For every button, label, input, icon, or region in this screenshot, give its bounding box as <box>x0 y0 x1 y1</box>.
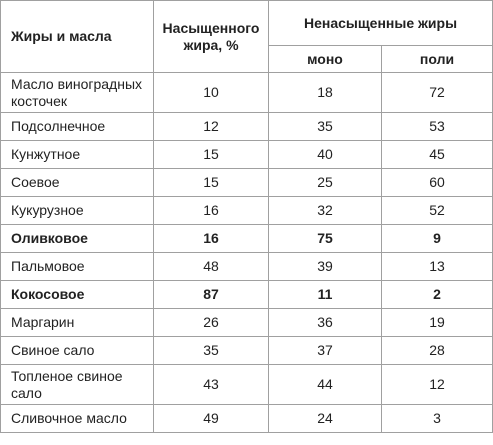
mono-cell: 24 <box>268 404 382 433</box>
poli-cell: 53 <box>380 112 493 141</box>
saturated-cell: 87 <box>153 280 269 309</box>
oil-name-cell: Кокосовое <box>0 280 154 309</box>
poli-cell: 12 <box>380 364 493 405</box>
table-row: Соевое 15 25 60 <box>0 168 493 197</box>
oil-name-cell: Масло виноградных косточек <box>0 72 154 113</box>
subheader-mono: моно <box>268 45 382 73</box>
poli-cell: 72 <box>380 72 493 113</box>
table-row: Маргарин 26 36 19 <box>0 308 493 337</box>
saturated-cell: 43 <box>153 364 269 405</box>
table-row: Сливочное масло 49 24 3 <box>0 404 493 433</box>
header-unsaturated: Ненасыщенные жиры <box>267 0 493 46</box>
poli-cell: 60 <box>380 168 493 197</box>
header-saturated: Насыщенного жира, % <box>153 0 269 73</box>
table-row: Топленое свиное сало 43 44 12 <box>0 364 493 405</box>
table-row: Масло виноградных косточек 10 18 72 <box>0 72 493 113</box>
mono-cell: 11 <box>268 280 382 309</box>
header-row: Жиры и масла Насыщенного жира, % Ненасыщ… <box>0 0 493 73</box>
oil-name-cell: Кунжутное <box>0 140 154 169</box>
oil-name-cell: Соевое <box>0 168 154 197</box>
table-row: Кокосовое 87 11 2 <box>0 280 493 309</box>
header-fats-oils: Жиры и масла <box>0 0 154 73</box>
oil-name-cell: Топленое свиное сало <box>0 364 154 405</box>
saturated-cell: 49 <box>153 404 269 433</box>
poli-cell: 19 <box>380 308 493 337</box>
mono-cell: 35 <box>268 112 382 141</box>
subheader-row: моно поли <box>1 45 493 73</box>
oil-name-cell: Кукурузное <box>0 196 154 225</box>
poli-cell: 45 <box>380 140 493 169</box>
oil-name-cell: Сливочное масло <box>0 404 154 433</box>
table-row: Кукурузное 16 32 52 <box>0 196 493 225</box>
oil-name-cell: Свиное сало <box>0 336 154 365</box>
saturated-cell: 15 <box>153 140 269 169</box>
mono-cell: 25 <box>268 168 382 197</box>
table-row: Пальмовое 48 39 13 <box>0 252 493 281</box>
table-row: Оливковое 16 75 9 <box>0 224 493 253</box>
poli-cell: 13 <box>380 252 493 281</box>
saturated-cell: 10 <box>153 72 269 113</box>
saturated-cell: 15 <box>153 168 269 197</box>
mono-cell: 36 <box>268 308 382 337</box>
oil-name-cell: Оливковое <box>0 224 154 253</box>
subheader-poli: поли <box>380 45 493 73</box>
mono-cell: 32 <box>268 196 382 225</box>
mono-cell: 39 <box>268 252 382 281</box>
fats-oils-table: Жиры и масла Насыщенного жира, % Ненасыщ… <box>0 0 493 433</box>
poli-cell: 52 <box>380 196 493 225</box>
saturated-cell: 48 <box>153 252 269 281</box>
saturated-cell: 16 <box>153 224 269 253</box>
table-row: Свиное сало 35 37 28 <box>0 336 493 365</box>
oil-name-cell: Маргарин <box>0 308 154 337</box>
mono-cell: 44 <box>268 364 382 405</box>
oil-name-cell: Пальмовое <box>0 252 154 281</box>
poli-cell: 3 <box>380 404 493 433</box>
mono-cell: 40 <box>268 140 382 169</box>
poli-cell: 9 <box>380 224 493 253</box>
table-row: Подсолнечное 12 35 53 <box>0 112 493 141</box>
poli-cell: 28 <box>380 336 493 365</box>
oil-name-cell: Подсолнечное <box>0 112 154 141</box>
mono-cell: 75 <box>268 224 382 253</box>
table-row: Кунжутное 15 40 45 <box>0 140 493 169</box>
saturated-cell: 16 <box>153 196 269 225</box>
poli-cell: 2 <box>380 280 493 309</box>
mono-cell: 18 <box>268 72 382 113</box>
saturated-cell: 35 <box>153 336 269 365</box>
saturated-cell: 12 <box>153 112 269 141</box>
mono-cell: 37 <box>268 336 382 365</box>
saturated-cell: 26 <box>153 308 269 337</box>
